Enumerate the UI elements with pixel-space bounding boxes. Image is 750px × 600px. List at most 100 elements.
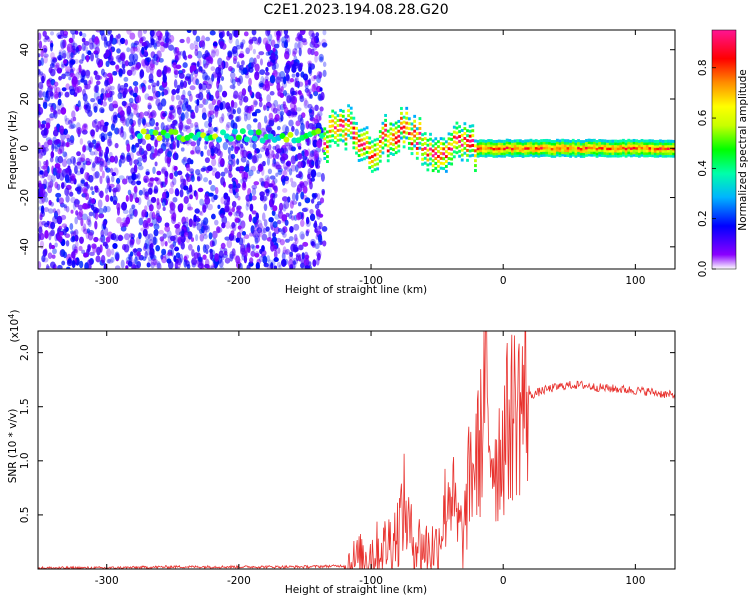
spectrogram-cell bbox=[392, 148, 395, 152]
spectrogram-cell bbox=[128, 53, 135, 62]
spectrogram-cell bbox=[511, 154, 514, 158]
spectrogram-cell bbox=[592, 143, 596, 147]
spectrogram-cell bbox=[261, 212, 266, 222]
spectrogram-cell bbox=[302, 194, 308, 200]
spectrogram-cell bbox=[500, 147, 504, 151]
spectrogram-cell bbox=[102, 100, 107, 107]
spectrogram-cell bbox=[220, 76, 225, 82]
spectrogram-cell bbox=[215, 226, 221, 234]
spectrogram-cell bbox=[308, 123, 314, 130]
spectrogram-cell bbox=[352, 131, 356, 135]
spectrogram-cell bbox=[360, 128, 364, 132]
spectrogram-cell bbox=[622, 153, 625, 157]
spectrogram-cell bbox=[142, 80, 147, 85]
spectrogram-cell bbox=[323, 156, 327, 160]
spectrogram-cell bbox=[344, 117, 348, 121]
spectrogram-cell bbox=[524, 139, 528, 143]
spectrogram-cell bbox=[281, 214, 288, 222]
spectrogram-cell bbox=[88, 142, 94, 148]
spectrogram-cell bbox=[455, 151, 459, 155]
spectrogram-cell bbox=[258, 177, 264, 183]
spectrogram-cell bbox=[616, 139, 620, 143]
spectrogram-cell bbox=[394, 141, 398, 145]
spectrogram-cell bbox=[309, 213, 316, 222]
spectrogram-cell bbox=[394, 146, 398, 150]
spectrogram-cell bbox=[548, 144, 551, 148]
spectrogram-cell bbox=[295, 36, 300, 42]
spectrogram-cell bbox=[205, 36, 211, 42]
spectrogram-cell bbox=[76, 127, 82, 135]
spectrogram-cell bbox=[167, 235, 173, 244]
spectrogram-cell bbox=[484, 149, 488, 153]
spectrogram-cell bbox=[104, 165, 108, 171]
spectrogram-cell bbox=[129, 32, 136, 40]
spectrogram-cell bbox=[135, 94, 142, 104]
spectrogram-cell bbox=[243, 113, 248, 122]
spectrogram-cell bbox=[203, 234, 208, 240]
spectrogram-cell bbox=[203, 177, 209, 183]
spectrogram-cell bbox=[344, 127, 348, 131]
spectrogram-cell bbox=[184, 179, 189, 186]
spectrogram-cell bbox=[258, 101, 263, 108]
spectrogram-cell bbox=[666, 151, 670, 155]
spectrogram-cell bbox=[273, 249, 278, 259]
spectrogram-cell bbox=[295, 164, 299, 173]
spectrogram-cell bbox=[133, 248, 138, 256]
spectrogram-cell bbox=[250, 244, 255, 249]
spectrogram-cell bbox=[503, 154, 506, 158]
spectrogram-cell bbox=[508, 153, 512, 157]
spectrogram-cell bbox=[39, 153, 43, 158]
spectrogram-cell bbox=[164, 177, 168, 186]
spectrogram-cell bbox=[439, 151, 443, 155]
spectrogram-cell bbox=[239, 128, 246, 135]
spectrogram-cell bbox=[259, 58, 263, 66]
spectrogram-cell bbox=[328, 134, 332, 138]
spectrogram-cell bbox=[187, 203, 192, 211]
spectrogram-cell bbox=[460, 158, 464, 162]
spectrogram-cell bbox=[250, 61, 256, 68]
spectrogram-cell bbox=[632, 141, 636, 145]
spectrogram-cell bbox=[212, 71, 218, 79]
spectrogram-cell bbox=[144, 50, 149, 57]
spectrogram-cell bbox=[651, 151, 654, 155]
spectrogram-cell bbox=[218, 157, 223, 165]
spectrogram-cell bbox=[357, 149, 361, 153]
spectrogram-cell bbox=[124, 155, 131, 162]
spectrogram-cell bbox=[429, 147, 432, 151]
spectrogram-cell bbox=[87, 219, 92, 228]
spectrogram-cell bbox=[373, 148, 377, 152]
spectrogram-cell bbox=[46, 79, 51, 85]
spectrogram-cell bbox=[148, 73, 154, 82]
spectrogram-cell bbox=[603, 151, 607, 155]
spectrogram-cell bbox=[505, 153, 509, 157]
spectrogram-cell bbox=[140, 128, 147, 135]
spectrogram-cell bbox=[39, 228, 44, 236]
spectrogram-cell bbox=[163, 65, 169, 73]
spectrogram-cell bbox=[378, 159, 382, 163]
spectrogram-cell bbox=[76, 86, 83, 93]
spectrogram-cell bbox=[60, 214, 67, 220]
spectrogram-cell bbox=[397, 149, 401, 153]
spectrogram-cell bbox=[137, 117, 142, 125]
spectrogram-cell bbox=[169, 114, 175, 121]
spectrogram-cell bbox=[355, 151, 358, 155]
spectrogram-cell bbox=[134, 59, 138, 65]
spectrogram-cell bbox=[138, 232, 142, 240]
spectrogram-cell bbox=[439, 161, 443, 165]
spectrogram-cell bbox=[62, 30, 69, 37]
spectrogram-cell bbox=[245, 203, 249, 211]
spectrogram-cell bbox=[666, 139, 670, 143]
spectrogram-cell bbox=[239, 50, 244, 57]
spectrogram-cell bbox=[640, 143, 644, 147]
spectrogram-cell bbox=[129, 239, 135, 246]
spectrogram-cell bbox=[290, 264, 296, 269]
spectrogram-cell bbox=[463, 122, 467, 126]
spectrogram-cell bbox=[229, 253, 234, 262]
spectrogram-cell bbox=[389, 152, 393, 156]
spectrogram-cell bbox=[487, 151, 491, 155]
spectrogram-cell bbox=[545, 153, 549, 157]
spectrogram-cell bbox=[84, 181, 89, 187]
spectrogram-cell bbox=[619, 149, 623, 153]
spectrogram-cell bbox=[651, 146, 654, 150]
spectrogram-cell bbox=[179, 38, 185, 44]
